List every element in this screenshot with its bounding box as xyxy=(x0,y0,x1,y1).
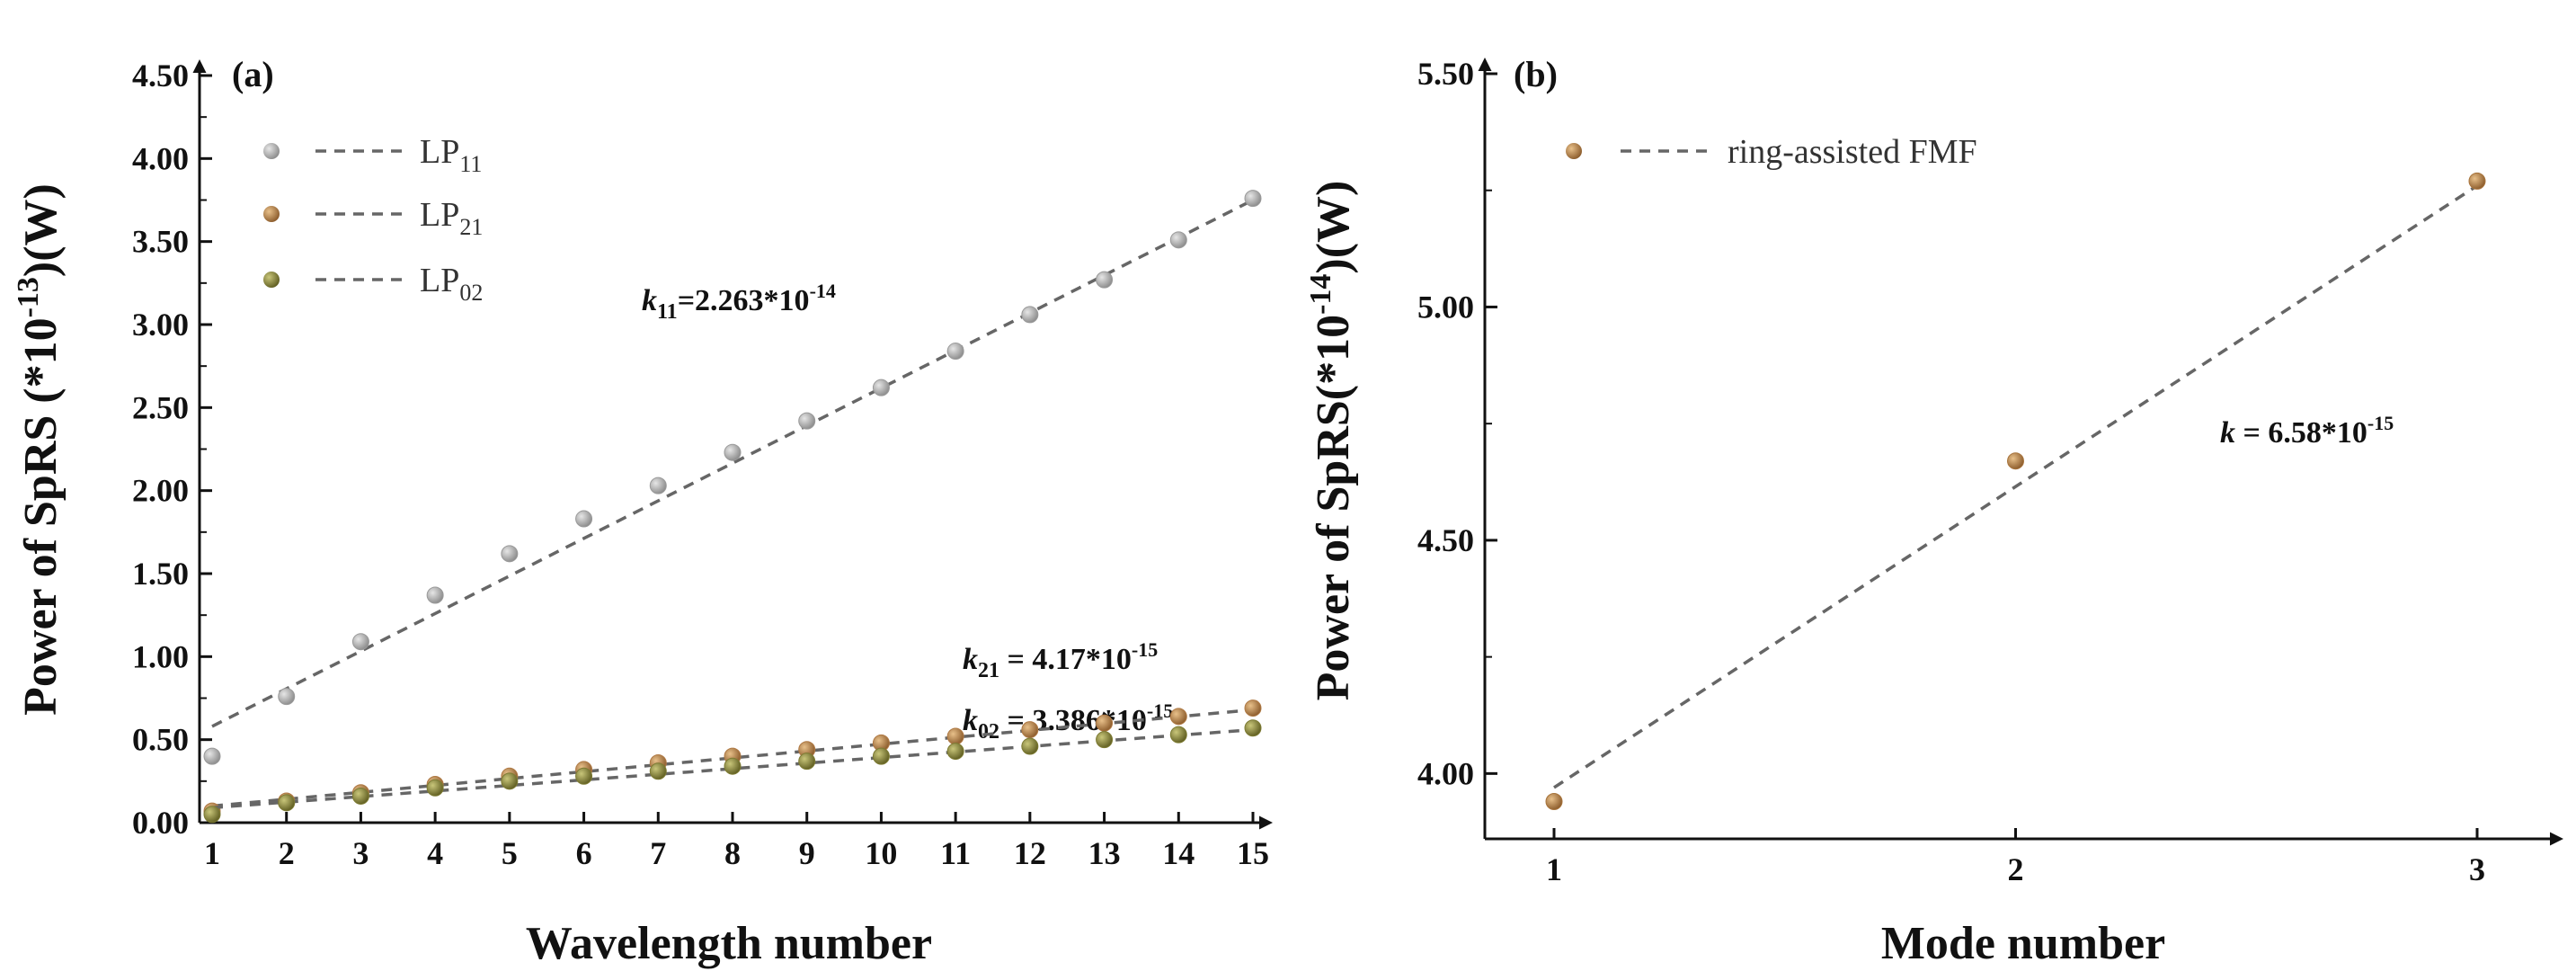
legend-marker-a-1 xyxy=(263,206,280,222)
x-axis-title-b: Mode number xyxy=(1881,918,2165,969)
y-tick-label-a: 4.50 xyxy=(132,58,189,94)
legend-marker-b xyxy=(1566,143,1582,159)
x-tick-label-a: 12 xyxy=(1014,835,1046,871)
y-tick-label-b: 4.50 xyxy=(1417,522,1474,558)
data-point-b-0 xyxy=(2007,452,2024,470)
data-point-a-1 xyxy=(1244,699,1262,717)
x-tick-label-a: 14 xyxy=(1162,835,1195,871)
legend-label-lp11: LP11 xyxy=(420,133,482,177)
data-point-b-0 xyxy=(2468,172,2486,190)
fit-line-b-0 xyxy=(1553,184,2478,789)
data-point-b-0 xyxy=(1545,792,1563,810)
x-tick-label-a: 13 xyxy=(1088,835,1121,871)
data-point-a-0 xyxy=(946,343,964,361)
panel-b: (b) Mode number Power of SpRS(*10-14)(W)… xyxy=(1304,54,2563,969)
legend-marker-a-2 xyxy=(263,272,280,288)
legend-a: LP11 LP21 LP02 xyxy=(420,133,483,306)
legend-label-lp02: LP02 xyxy=(420,262,483,306)
x-tick-label-a: 8 xyxy=(724,835,741,871)
data-point-a-0 xyxy=(203,747,221,765)
x-tick-label-a: 11 xyxy=(940,835,971,871)
x-tick-label-a: 10 xyxy=(865,835,897,871)
fit-line-a-1 xyxy=(211,708,1254,808)
data-point-a-0 xyxy=(724,443,742,461)
data-point-a-2 xyxy=(872,747,890,765)
data-point-a-2 xyxy=(426,779,444,797)
y-axis-title-b: Power of SpRS(*10-14)(W) xyxy=(1304,181,1359,701)
y-tick-label-a: 2.50 xyxy=(132,389,189,425)
data-point-a-0 xyxy=(798,412,816,430)
data-point-a-0 xyxy=(575,510,593,528)
x-tick-label-b: 3 xyxy=(2469,851,2485,887)
y-tick-label-b: 5.00 xyxy=(1417,289,1474,325)
legend-marker-a-0 xyxy=(263,143,280,159)
y-tick-label-b: 4.00 xyxy=(1417,755,1474,791)
panel-a: (a) Wavelength number Power of SpRS (*10… xyxy=(12,54,1273,969)
data-point-a-2 xyxy=(575,767,593,785)
data-point-a-0 xyxy=(1169,231,1187,249)
data-point-a-2 xyxy=(203,806,221,824)
y-tick-label-a: 3.50 xyxy=(132,224,189,260)
annotation-k: k = 6.58*10-15 xyxy=(2220,412,2394,450)
data-point-a-1 xyxy=(946,727,964,745)
data-point-a-0 xyxy=(351,633,369,651)
x-tick-label-a: 15 xyxy=(1237,835,1269,871)
fit-line-a-0 xyxy=(211,198,1254,728)
x-tick-label-a: 5 xyxy=(502,835,518,871)
data-point-a-0 xyxy=(501,545,519,563)
data-point-a-2 xyxy=(351,787,369,805)
x-axis-title-a: Wavelength number xyxy=(526,918,932,969)
data-point-a-1 xyxy=(1096,714,1114,732)
data-point-a-2 xyxy=(649,762,667,780)
data-point-a-0 xyxy=(872,379,890,396)
data-point-a-1 xyxy=(1169,708,1187,726)
legend-label-ring-assisted-fmf: ring-assisted FMF xyxy=(1728,133,1977,171)
annotation-k11: k11=2.263*10-14 xyxy=(642,280,836,324)
y-tick-label-a: 1.50 xyxy=(132,556,189,592)
y-tick-label-a: 4.00 xyxy=(132,140,189,176)
data-point-a-2 xyxy=(1021,737,1039,755)
x-tick-label-a: 9 xyxy=(799,835,815,871)
x-tick-label-a: 1 xyxy=(204,835,220,871)
y-tick-label-b: 5.50 xyxy=(1417,56,1474,92)
legend-label-lp21: LP21 xyxy=(420,196,483,240)
fit-line-a-2 xyxy=(211,727,1254,810)
x-tick-label-a: 7 xyxy=(650,835,666,871)
y-tick-label-a: 0.00 xyxy=(132,805,189,841)
x-tick-label-b: 2 xyxy=(2008,851,2024,887)
x-tick-label-a: 3 xyxy=(352,835,369,871)
data-point-a-0 xyxy=(426,586,444,604)
y-tick-label-a: 1.00 xyxy=(132,638,189,674)
data-point-a-0 xyxy=(649,477,667,494)
x-tick-label-a: 6 xyxy=(576,835,592,871)
data-point-a-2 xyxy=(798,753,816,771)
y-tick-label-a: 2.00 xyxy=(132,473,189,509)
data-point-a-2 xyxy=(278,794,296,812)
panel-label-b: (b) xyxy=(1514,54,1558,94)
data-point-a-2 xyxy=(1169,726,1187,744)
annotation-k21: k21 = 4.17*10-15 xyxy=(963,638,1158,682)
data-point-a-2 xyxy=(724,757,742,775)
data-point-a-2 xyxy=(946,743,964,761)
x-tick-label-b: 1 xyxy=(1546,851,1562,887)
data-point-a-0 xyxy=(1244,190,1262,208)
panel-label-a: (a) xyxy=(232,54,274,94)
data-point-a-2 xyxy=(1244,719,1262,737)
x-tick-label-a: 2 xyxy=(279,835,295,871)
data-point-a-0 xyxy=(1021,306,1039,324)
data-point-a-2 xyxy=(1096,731,1114,749)
data-point-a-0 xyxy=(1096,271,1114,289)
y-axis-title-a: Power of SpRS (*10-13)(W) xyxy=(12,183,67,716)
y-tick-label-a: 3.00 xyxy=(132,307,189,343)
data-point-a-1 xyxy=(1021,721,1039,739)
x-tick-label-a: 4 xyxy=(427,835,443,871)
data-point-a-0 xyxy=(278,688,296,706)
y-tick-label-a: 0.50 xyxy=(132,722,189,758)
data-point-a-2 xyxy=(501,772,519,790)
